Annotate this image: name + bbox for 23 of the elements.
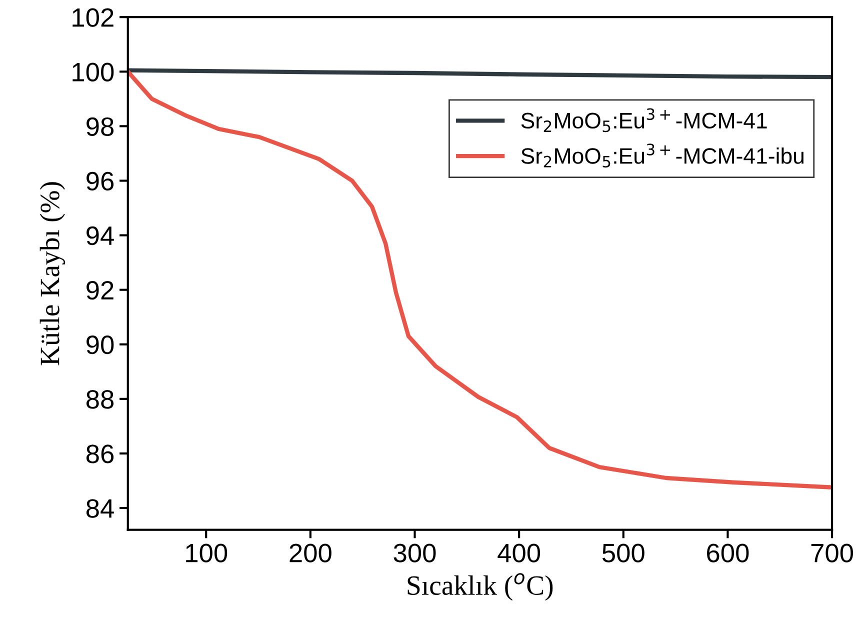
x-tick-label: 300 bbox=[394, 544, 436, 562]
y-tick-label: 102 bbox=[72, 8, 114, 27]
y-tick-label: 84 bbox=[86, 499, 114, 518]
x-tick-label: 400 bbox=[498, 544, 540, 562]
y-tick-label: 88 bbox=[86, 390, 114, 409]
y-tick-label: 86 bbox=[86, 444, 114, 464]
x-tick-label: 700 bbox=[811, 544, 854, 562]
y-tick-label: 90 bbox=[86, 336, 114, 354]
legend-label: Sr$_{2}$MoO$_{5}$:Eu$^{3+}$-MCM-41-ibu bbox=[521, 144, 804, 168]
x-tick-label: 100 bbox=[186, 544, 228, 562]
y-tick-label: 100 bbox=[72, 62, 114, 82]
y-tick-label: 98 bbox=[86, 117, 114, 136]
line-series bbox=[128, 68, 832, 80]
y-tick-label: 92 bbox=[86, 280, 114, 300]
y-tick-label: 96 bbox=[86, 172, 114, 191]
x-tick-label: 500 bbox=[602, 544, 644, 562]
x-tick-label: 600 bbox=[707, 544, 749, 562]
y-axis-title: Kütle Kaybı (%) bbox=[40, 182, 66, 366]
x-tick-label: 200 bbox=[290, 544, 332, 562]
y-tick-label: 94 bbox=[86, 226, 114, 246]
line-series bbox=[128, 70, 832, 490]
x-axis-title: Sıcaklık ($^{o}$C) bbox=[408, 573, 553, 601]
legend-label: Sr$_{2}$MoO$_{5}$:Eu$^{3+}$-MCM-41 bbox=[521, 108, 767, 132]
